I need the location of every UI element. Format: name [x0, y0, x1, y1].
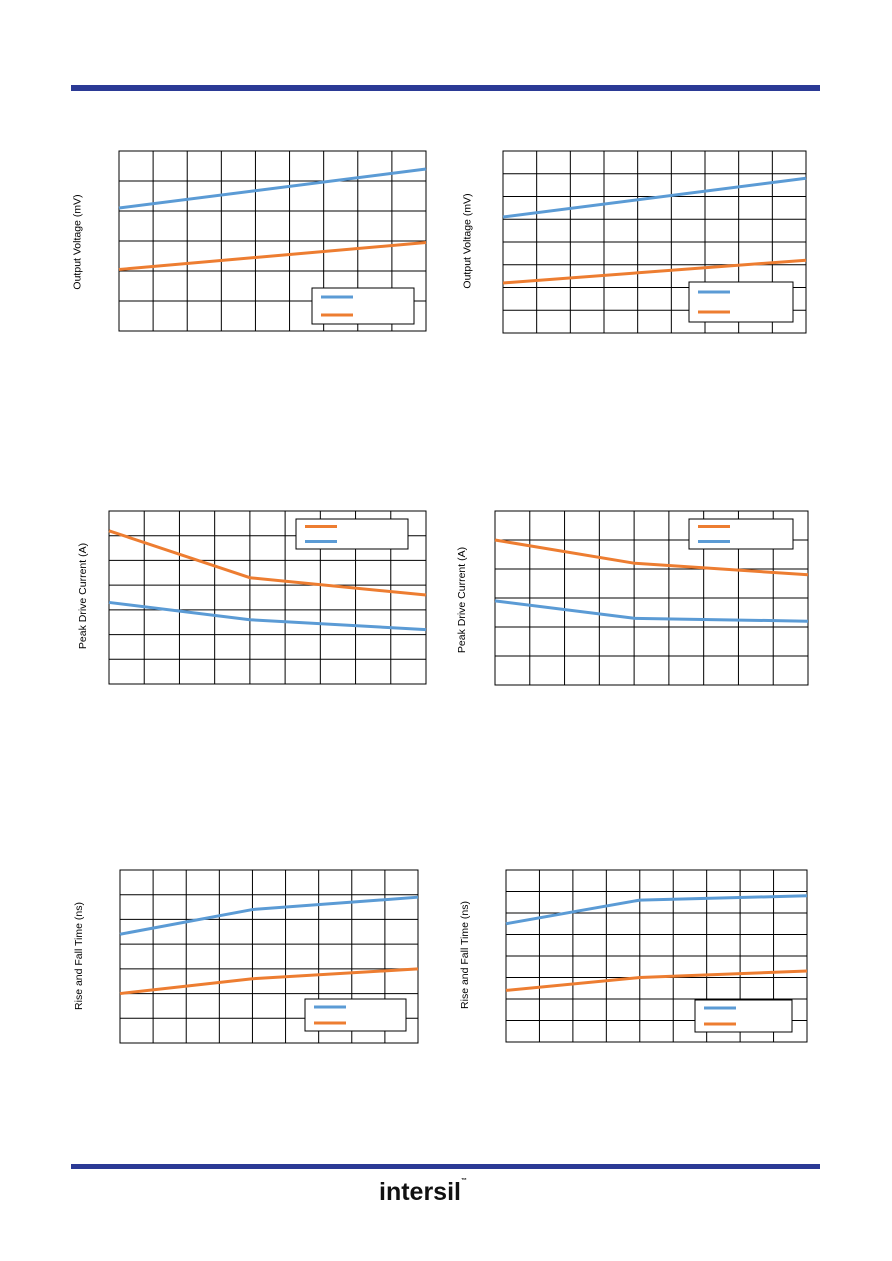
- header-rule: [71, 85, 820, 91]
- series-line-1: [502, 176, 807, 219]
- logo-text: intersil: [379, 1178, 461, 1206]
- footer-rule: [71, 1164, 820, 1169]
- series-line-1: [119, 895, 419, 936]
- y-axis-label: Rise and Fall Time (ns): [458, 901, 471, 1009]
- legend-box: [304, 998, 407, 1032]
- plot-frame: [505, 869, 808, 1043]
- series-line-2: [502, 258, 807, 285]
- series-line-1: [494, 538, 809, 577]
- legend-box: [688, 281, 794, 323]
- series-line-1: [118, 167, 427, 210]
- plot-frame: [118, 150, 427, 332]
- legend-box: [295, 518, 409, 550]
- legend-box: [688, 518, 794, 550]
- series-line-2: [494, 599, 809, 623]
- series-line-2: [505, 969, 808, 992]
- series-line-2: [108, 600, 427, 632]
- series-line-1: [108, 529, 427, 597]
- plot-frame: [502, 150, 807, 334]
- legend-box: [694, 999, 793, 1033]
- legend-box: [311, 287, 415, 325]
- plot-frame: [119, 869, 419, 1044]
- plot-frame: [494, 510, 809, 686]
- plot-frame: [108, 510, 427, 685]
- series-line-2: [118, 241, 427, 271]
- series-line-1: [505, 894, 808, 926]
- series-line-2: [119, 967, 419, 996]
- intersil-logo: intersil™: [379, 1178, 467, 1206]
